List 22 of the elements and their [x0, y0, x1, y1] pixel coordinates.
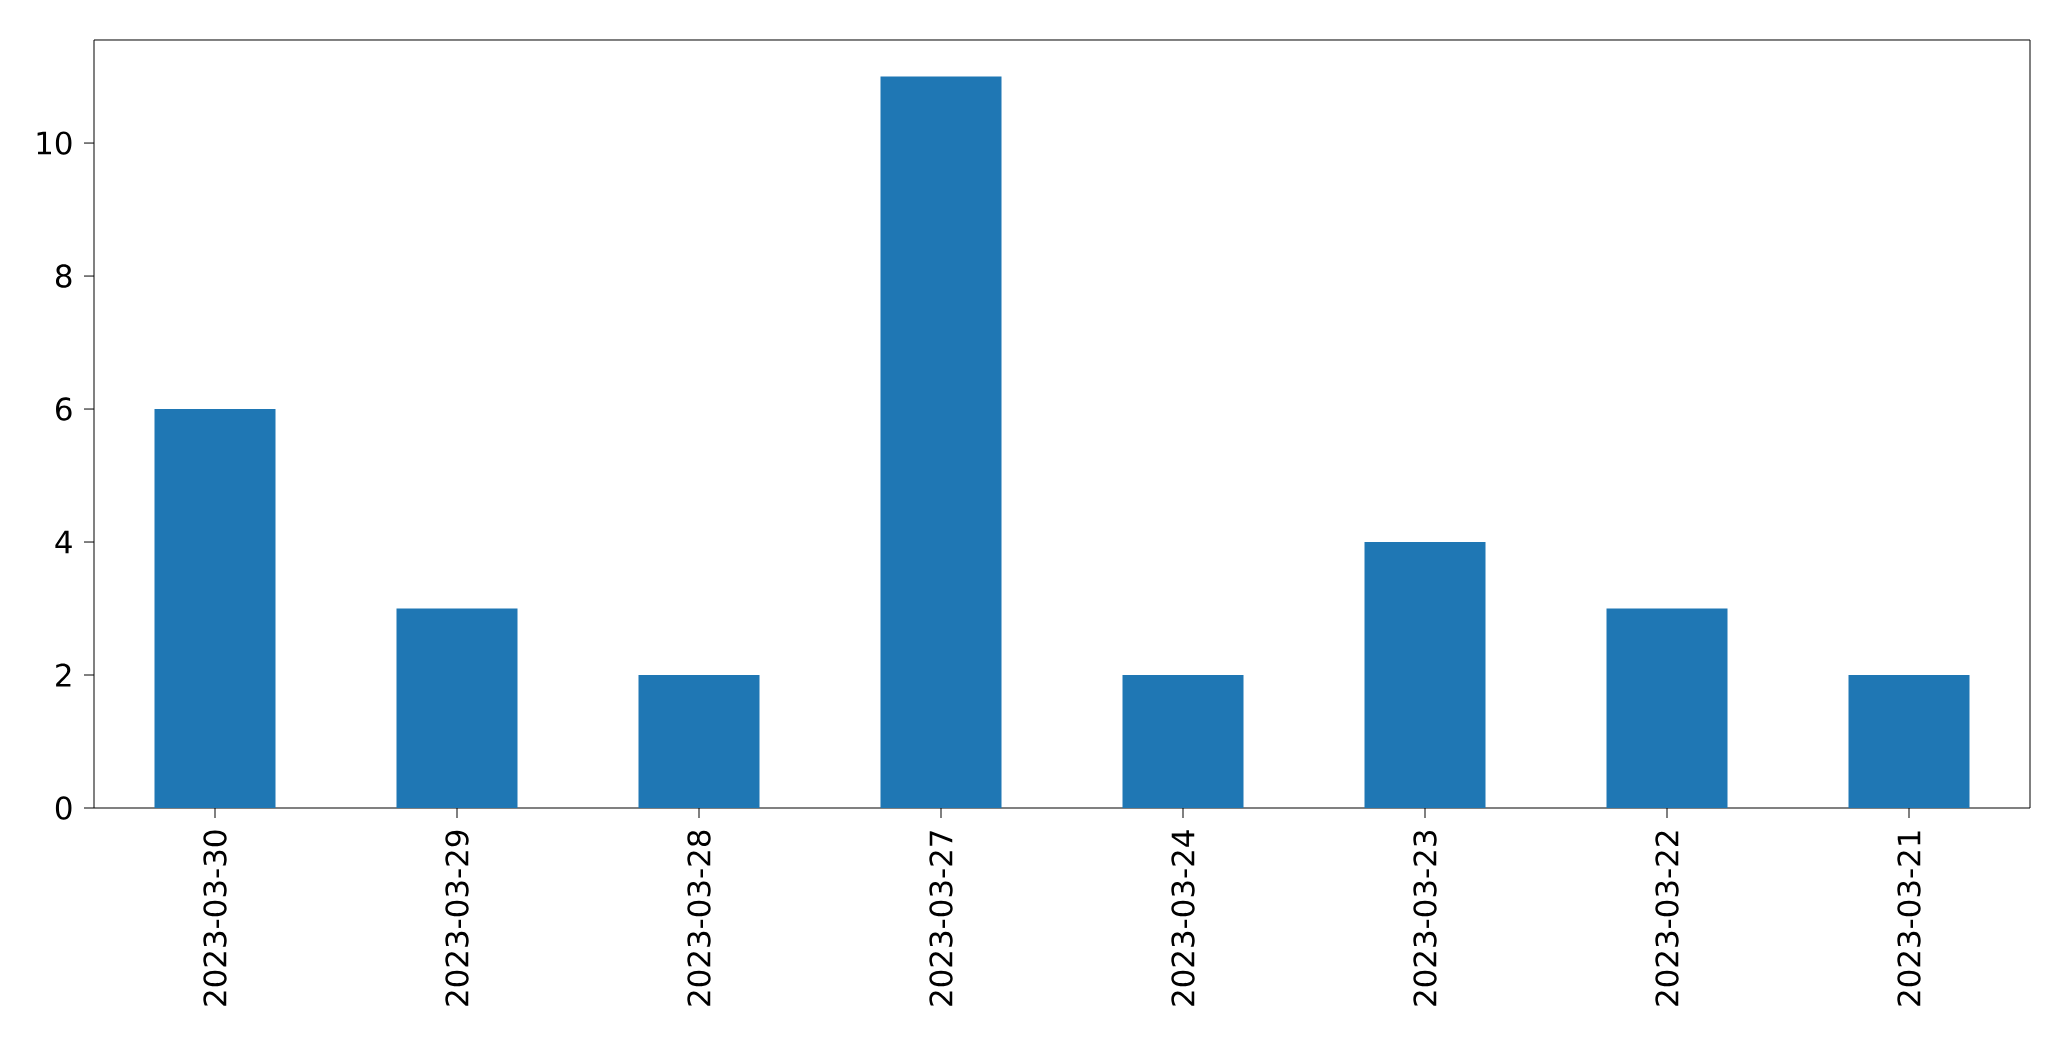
x-tick-label: 2023-03-24 — [1171, 830, 1195, 1006]
y-tick-label: 2 — [56, 663, 71, 687]
bar — [638, 675, 760, 808]
y-tick-label: 10 — [37, 131, 72, 155]
y-tick-label: 6 — [56, 397, 72, 421]
x-tick-label: 2023-03-30 — [203, 830, 227, 1006]
y-tick-label: 0 — [55, 796, 72, 820]
y-tick-label: 4 — [55, 530, 72, 554]
x-tick-label: 2023-03-29 — [445, 830, 469, 1006]
x-tick-label: 2023-03-22 — [1655, 831, 1679, 1006]
bar — [1848, 675, 1970, 808]
y-tick-label: 8 — [55, 264, 72, 288]
bar — [154, 409, 276, 808]
x-tick-label: 2023-03-28 — [687, 830, 711, 1006]
x-tick-label: 2023-03-27 — [929, 831, 953, 1006]
bar — [880, 76, 1002, 808]
bar — [1606, 608, 1728, 808]
x-tick-label: 2023-03-21 — [1897, 831, 1921, 1006]
bar — [1122, 675, 1244, 808]
bar — [396, 608, 518, 808]
x-tick-label: 2023-03-23 — [1413, 831, 1437, 1006]
bar — [1364, 542, 1486, 808]
